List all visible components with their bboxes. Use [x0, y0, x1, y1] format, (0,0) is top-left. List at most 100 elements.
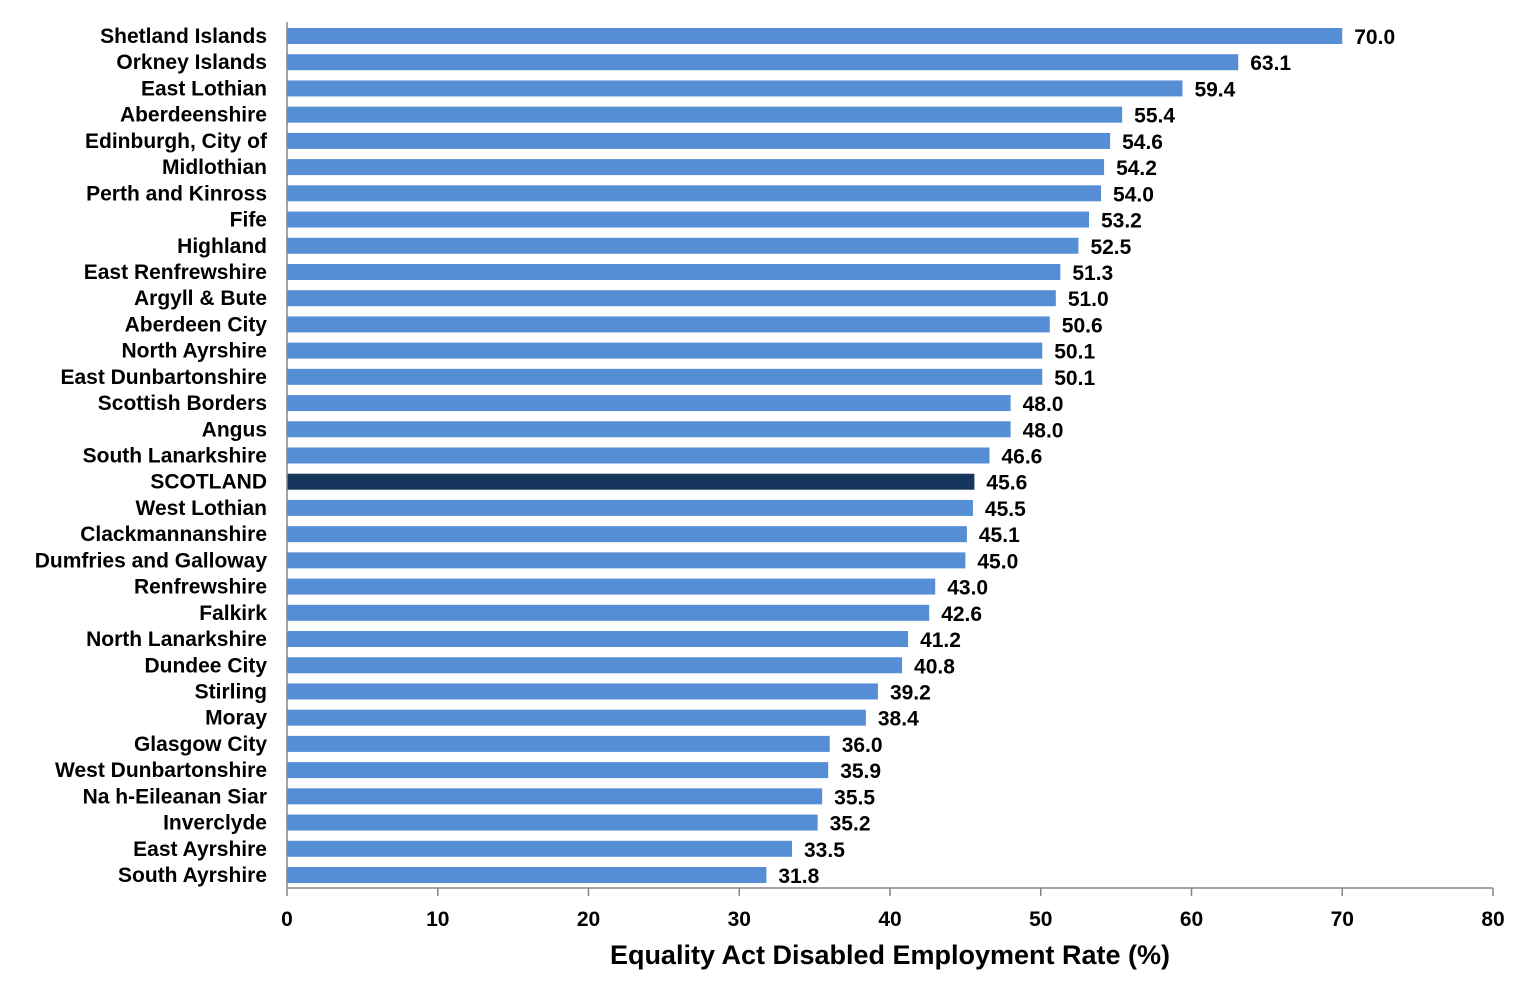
category-label-22: Falkirk — [199, 602, 267, 625]
bar-19 — [287, 526, 967, 543]
x-tick-label-4: 40 — [878, 908, 901, 931]
bar-20 — [287, 552, 966, 569]
x-tick-label-3: 30 — [728, 908, 751, 931]
value-label-29: 35.5 — [834, 786, 875, 809]
value-label-19: 45.1 — [979, 524, 1020, 547]
category-label-32: South Ayrshire — [118, 864, 267, 887]
category-label-17: SCOTLAND — [150, 471, 267, 494]
category-label-7: Fife — [230, 209, 267, 232]
value-label-21: 43.0 — [947, 577, 988, 600]
value-label-9: 51.3 — [1072, 262, 1113, 285]
category-label-25: Stirling — [195, 680, 267, 703]
category-label-30: Inverclyde — [163, 812, 267, 835]
bar-26 — [287, 709, 866, 726]
value-label-7: 53.2 — [1101, 210, 1142, 233]
category-label-31: East Ayrshire — [133, 838, 267, 861]
value-labels-layer: 70.0 63.1 59.4 55.4 54.6 54.2 54.0 53.2 52.5 51.3… — [778, 26, 1395, 888]
bar-17 — [287, 473, 975, 490]
bar-8 — [287, 237, 1079, 254]
bar-16 — [287, 447, 990, 464]
value-label-5: 54.2 — [1116, 157, 1157, 180]
category-label-1: Orkney Islands — [116, 51, 267, 74]
bar-12 — [287, 342, 1043, 359]
value-label-26: 38.4 — [878, 708, 919, 731]
bar-5 — [287, 159, 1105, 176]
bar-22 — [287, 604, 930, 621]
category-label-26: Moray — [205, 707, 267, 730]
bar-27 — [287, 735, 830, 752]
x-axis-title: Equality Act Disabled Employment Rate (%… — [610, 940, 1170, 970]
bar-3 — [287, 106, 1123, 123]
bar-24 — [287, 657, 903, 674]
value-label-8: 52.5 — [1090, 236, 1131, 259]
value-label-27: 36.0 — [842, 734, 883, 757]
category-label-27: Glasgow City — [134, 733, 267, 756]
x-tick-label-8: 80 — [1481, 908, 1504, 931]
x-tick-label-2: 20 — [577, 908, 600, 931]
x-tick-label-5: 50 — [1029, 908, 1052, 931]
bar-2 — [287, 80, 1183, 97]
category-label-9: East Renfrewshire — [84, 261, 267, 284]
category-label-5: Midlothian — [162, 156, 267, 179]
bar-23 — [287, 631, 909, 648]
bar-10 — [287, 290, 1056, 307]
category-label-4: Edinburgh, City of — [85, 130, 268, 153]
bar-9 — [287, 263, 1061, 280]
bar-15 — [287, 421, 1011, 438]
value-label-2: 59.4 — [1194, 78, 1235, 101]
category-label-18: West Lothian — [136, 497, 267, 520]
bar-14 — [287, 395, 1011, 412]
value-label-20: 45.0 — [977, 550, 1018, 573]
value-label-15: 48.0 — [1023, 419, 1064, 442]
bar-11 — [287, 316, 1050, 333]
value-label-13: 50.1 — [1054, 367, 1095, 390]
bar-4 — [287, 132, 1111, 149]
value-label-3: 55.4 — [1134, 105, 1175, 128]
x-tick-label-6: 60 — [1180, 908, 1203, 931]
x-tick-label-7: 70 — [1331, 908, 1354, 931]
bar-6 — [287, 185, 1102, 202]
bar-32 — [287, 867, 767, 883]
value-label-16: 46.6 — [1001, 446, 1042, 469]
category-label-8: Highland — [177, 235, 267, 258]
x-ticks-layer: 0 10 20 30 40 50 60 70 80 — [281, 888, 1505, 931]
category-label-11: Aberdeen City — [125, 313, 268, 336]
category-label-10: Argyll & Bute — [134, 287, 267, 310]
value-label-25: 39.2 — [890, 681, 931, 704]
bar-29 — [287, 788, 823, 805]
bar-25 — [287, 683, 878, 700]
category-label-15: Angus — [202, 418, 267, 441]
category-label-2: East Lothian — [141, 77, 267, 100]
value-label-4: 54.6 — [1122, 131, 1163, 154]
value-label-22: 42.6 — [941, 603, 982, 626]
category-label-28: West Dunbartonshire — [55, 759, 267, 782]
category-label-13: East Dunbartonshire — [60, 366, 267, 389]
value-label-11: 50.6 — [1062, 314, 1103, 337]
category-labels-layer: Shetland Islands Orkney Islands East Lothi… — [35, 25, 268, 887]
value-label-10: 51.0 — [1068, 288, 1109, 311]
value-label-14: 48.0 — [1023, 393, 1064, 416]
value-label-32: 31.8 — [778, 865, 819, 888]
value-label-24: 40.8 — [914, 655, 955, 678]
value-label-30: 35.2 — [830, 813, 871, 836]
category-label-14: Scottish Borders — [98, 392, 267, 415]
category-label-24: Dundee City — [144, 654, 267, 677]
value-label-6: 54.0 — [1113, 183, 1154, 206]
bars-layer — [287, 28, 1343, 883]
x-tick-label-0: 0 — [281, 908, 293, 931]
bar-31 — [287, 840, 793, 857]
value-label-0: 70.0 — [1354, 26, 1395, 49]
x-tick-label-1: 10 — [426, 908, 449, 931]
value-label-17: 45.6 — [986, 472, 1027, 495]
value-label-18: 45.5 — [985, 498, 1026, 521]
category-label-3: Aberdeenshire — [120, 104, 267, 127]
bar-1 — [287, 54, 1239, 71]
bar-18 — [287, 499, 973, 516]
value-label-28: 35.9 — [840, 760, 881, 783]
bar-21 — [287, 578, 936, 595]
category-label-19: Clackmannanshire — [80, 523, 267, 546]
bar-0 — [287, 28, 1343, 44]
category-label-0: Shetland Islands — [100, 25, 267, 48]
